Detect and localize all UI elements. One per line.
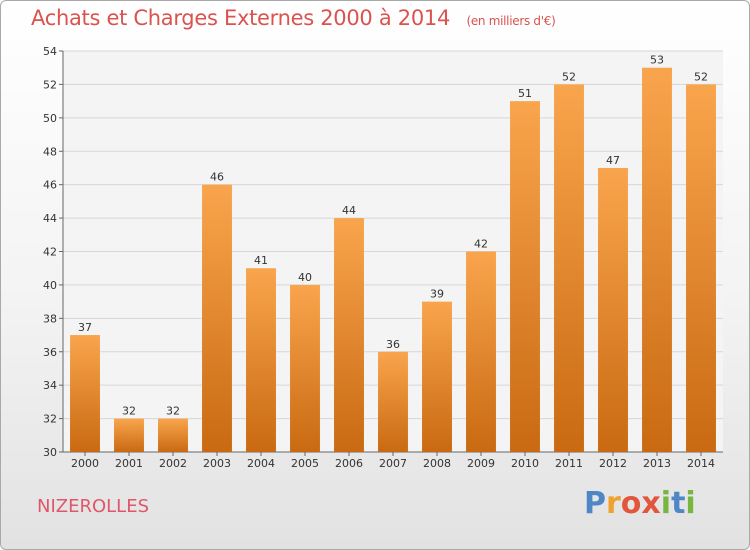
bar xyxy=(642,67,672,452)
bar xyxy=(686,84,716,453)
bar-value-label: 36 xyxy=(386,338,400,351)
bar-value-label: 32 xyxy=(166,405,180,418)
bar xyxy=(598,167,628,453)
bar xyxy=(290,284,320,452)
bar xyxy=(378,351,408,452)
y-tick-label: 30 xyxy=(43,446,57,459)
bar-value-label: 51 xyxy=(518,87,532,100)
logo-letter: r xyxy=(606,486,621,521)
x-tick-label: 2014 xyxy=(687,457,715,470)
bar-value-label: 47 xyxy=(606,154,620,167)
logo-letter: P xyxy=(584,486,606,521)
x-tick-label: 2001 xyxy=(115,457,143,470)
y-tick-label: 50 xyxy=(43,112,57,125)
y-tick-label: 46 xyxy=(43,179,57,192)
x-tick-label: 2003 xyxy=(203,457,231,470)
y-tick-label: 36 xyxy=(43,346,57,359)
y-tick-label: 48 xyxy=(43,145,57,158)
bar xyxy=(334,218,364,452)
logo-letter: o xyxy=(620,486,642,521)
logo-letter: x xyxy=(641,486,661,521)
bar-value-label: 53 xyxy=(650,54,664,67)
x-tick-label: 2002 xyxy=(159,457,187,470)
bar-value-label: 32 xyxy=(122,405,136,418)
y-tick-label: 34 xyxy=(43,379,57,392)
x-tick-label: 2007 xyxy=(379,457,407,470)
logo-letter: i xyxy=(685,486,696,521)
y-tick-label: 38 xyxy=(43,312,57,325)
bar-value-label: 42 xyxy=(474,238,488,251)
bar xyxy=(554,84,584,453)
bar xyxy=(158,418,188,452)
unit-note: (en milliers d'€) xyxy=(466,14,556,28)
x-tick-label: 2000 xyxy=(71,457,99,470)
bar xyxy=(466,251,496,452)
y-tick-label: 44 xyxy=(43,212,57,225)
x-tick-label: 2004 xyxy=(247,457,275,470)
y-tick-label: 32 xyxy=(43,413,57,426)
chart-title-text: Achats et Charges Externes 2000 à 2014 xyxy=(31,6,451,30)
x-tick-label: 2013 xyxy=(643,457,671,470)
x-tick-label: 2008 xyxy=(423,457,451,470)
bar xyxy=(114,418,144,452)
x-tick-label: 2006 xyxy=(335,457,363,470)
y-tick-label: 54 xyxy=(43,45,57,58)
place-name: NIZEROLLES xyxy=(37,496,150,517)
logo-letter: t xyxy=(671,486,686,521)
chart-title: Achats et Charges Externes 2000 à 2014 (… xyxy=(31,6,556,30)
bar xyxy=(510,101,540,452)
bar xyxy=(422,301,452,452)
bar-value-label: 40 xyxy=(298,271,312,284)
bar-value-label: 46 xyxy=(210,171,224,184)
y-tick-label: 40 xyxy=(43,279,57,292)
y-tick-label: 52 xyxy=(43,78,57,91)
x-tick-label: 2009 xyxy=(467,457,495,470)
bar-value-label: 52 xyxy=(694,70,708,83)
y-tick-label: 42 xyxy=(43,246,57,259)
x-tick-label: 2011 xyxy=(555,457,583,470)
bar xyxy=(246,268,276,452)
bar-value-label: 52 xyxy=(562,70,576,83)
proxiti-logo: Proxiti xyxy=(584,486,696,521)
bar xyxy=(202,184,232,452)
logo-letter: i xyxy=(660,486,672,521)
bar-value-label: 41 xyxy=(254,254,268,267)
bar-value-label: 39 xyxy=(430,288,444,301)
x-tick-label: 2010 xyxy=(511,457,539,470)
bar-value-label: 44 xyxy=(342,204,356,217)
x-tick-label: 2005 xyxy=(291,457,319,470)
bar-value-label: 37 xyxy=(78,321,92,334)
x-tick-label: 2012 xyxy=(599,457,627,470)
bar xyxy=(70,335,100,452)
